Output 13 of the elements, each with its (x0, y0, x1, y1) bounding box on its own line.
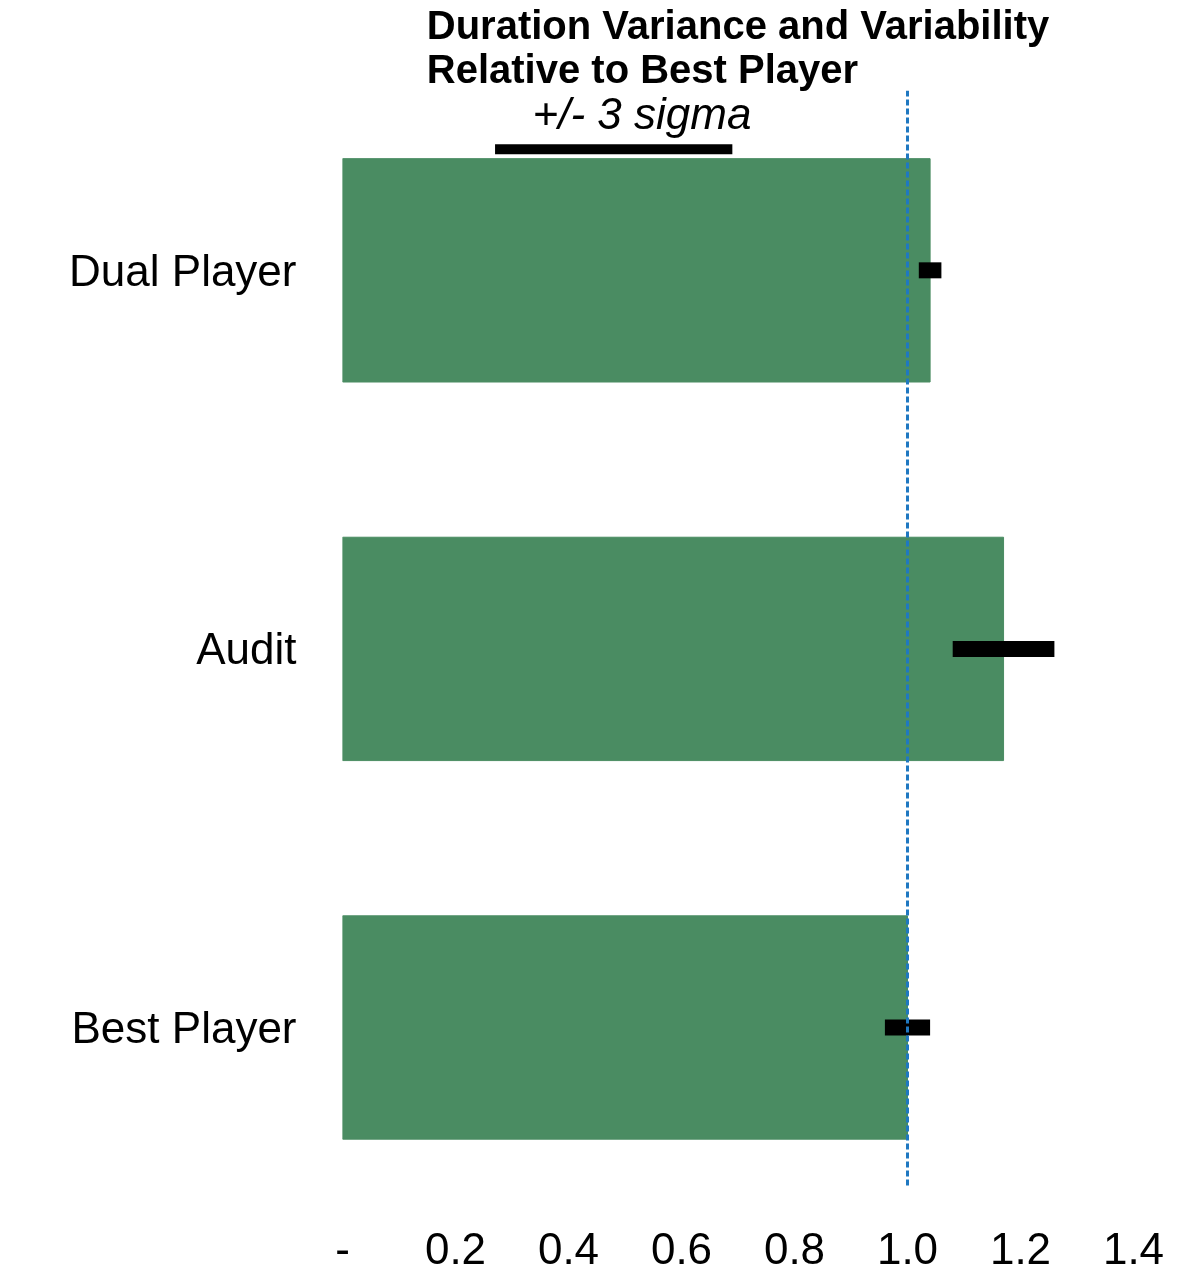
y-tick-label: Dual Player (69, 245, 297, 295)
x-tick-label: 0.4 (537, 1223, 600, 1273)
x-tick-label: 0.2 (424, 1223, 487, 1273)
y-tick-label: Best Player (71, 1002, 297, 1052)
x-tick-label: 0.6 (650, 1223, 713, 1273)
x-tick-label: - (335, 1223, 350, 1273)
x-tick-label: 1.2 (989, 1223, 1052, 1273)
chart-title: Duration Variance and Variability Relative to Best Player (426, 2, 1050, 91)
annotation: +/- 3 sigma (532, 88, 752, 138)
x-tick-label: 1.4 (1102, 1223, 1165, 1273)
x-tick-label: 1.0 (876, 1223, 939, 1273)
x-tick-label: 0.8 (763, 1223, 826, 1273)
y-tick-label: Audit (196, 624, 297, 674)
